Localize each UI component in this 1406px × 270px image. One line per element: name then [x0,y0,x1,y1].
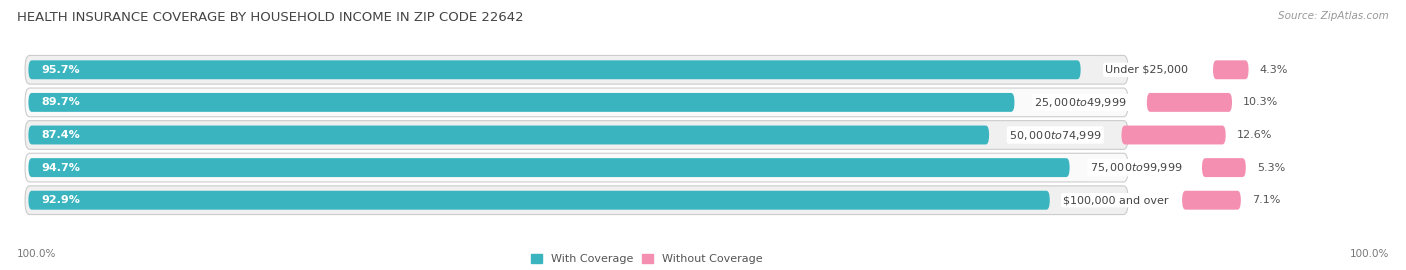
Text: $100,000 and over: $100,000 and over [1063,195,1168,205]
FancyBboxPatch shape [28,191,1050,210]
FancyBboxPatch shape [28,60,1081,79]
Text: 5.3%: 5.3% [1257,163,1285,173]
Text: 4.3%: 4.3% [1260,65,1288,75]
FancyBboxPatch shape [25,153,1128,182]
FancyBboxPatch shape [1202,158,1246,177]
Text: $75,000 to $99,999: $75,000 to $99,999 [1090,161,1182,174]
FancyBboxPatch shape [1147,93,1232,112]
Legend: With Coverage, Without Coverage: With Coverage, Without Coverage [531,254,762,264]
FancyBboxPatch shape [25,88,1128,117]
FancyBboxPatch shape [28,93,1015,112]
Text: 92.9%: 92.9% [42,195,80,205]
Text: 95.7%: 95.7% [42,65,80,75]
FancyBboxPatch shape [28,126,988,144]
FancyBboxPatch shape [1182,191,1241,210]
Text: $25,000 to $49,999: $25,000 to $49,999 [1035,96,1126,109]
FancyBboxPatch shape [1122,126,1226,144]
FancyBboxPatch shape [25,186,1128,215]
Text: Source: ZipAtlas.com: Source: ZipAtlas.com [1278,11,1389,21]
Text: 10.3%: 10.3% [1243,97,1278,107]
Text: 89.7%: 89.7% [42,97,80,107]
FancyBboxPatch shape [25,121,1128,149]
FancyBboxPatch shape [1213,60,1249,79]
Text: 87.4%: 87.4% [42,130,80,140]
Text: $50,000 to $74,999: $50,000 to $74,999 [1010,129,1101,141]
FancyBboxPatch shape [28,158,1070,177]
Text: Under $25,000: Under $25,000 [1105,65,1188,75]
Text: 12.6%: 12.6% [1237,130,1272,140]
FancyBboxPatch shape [25,55,1128,84]
Text: 100.0%: 100.0% [1350,249,1389,259]
Text: 100.0%: 100.0% [17,249,56,259]
Text: HEALTH INSURANCE COVERAGE BY HOUSEHOLD INCOME IN ZIP CODE 22642: HEALTH INSURANCE COVERAGE BY HOUSEHOLD I… [17,11,523,24]
Text: 94.7%: 94.7% [42,163,80,173]
Text: 7.1%: 7.1% [1251,195,1281,205]
